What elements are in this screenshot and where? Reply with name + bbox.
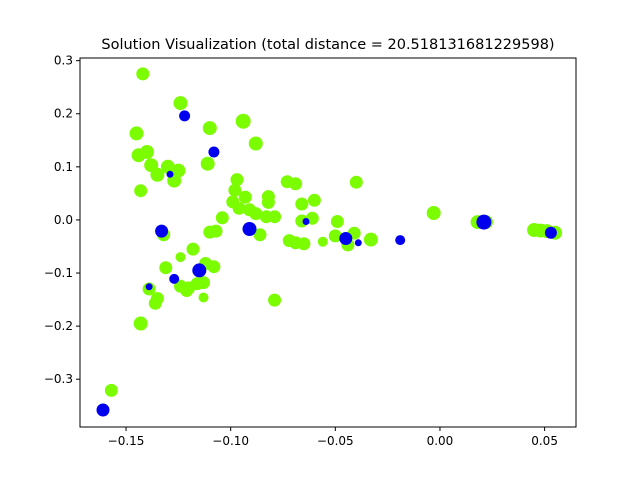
x-axis: −0.15 −0.10 −0.05 0.00 0.05 [108, 427, 558, 448]
green-point [230, 173, 244, 187]
green-point [235, 113, 251, 129]
green-point [129, 126, 144, 141]
blue-point [166, 170, 174, 178]
plot-frame [79, 57, 577, 428]
x-tick-label: 0.00 [427, 434, 454, 448]
green-point [307, 193, 321, 207]
blue-point [179, 110, 191, 122]
blue-point [354, 239, 362, 247]
blue-point [155, 224, 169, 238]
green-point [207, 260, 221, 274]
green-point [198, 292, 209, 303]
x-tick-label: −0.10 [212, 434, 249, 448]
green-point [133, 316, 148, 331]
green-point [289, 177, 303, 191]
blue-point [242, 222, 257, 236]
green-point [238, 190, 252, 204]
blue-point [395, 235, 406, 246]
data-points [96, 67, 563, 417]
blue-point [544, 226, 557, 239]
green-point [160, 159, 175, 174]
green-point [232, 201, 246, 215]
y-tick-label: 0.2 [54, 107, 73, 121]
x-tick-label: −0.05 [317, 434, 354, 448]
green-point [175, 252, 186, 263]
y-tick-label: −0.3 [44, 372, 73, 386]
green-point [228, 183, 242, 197]
blue-point [145, 283, 153, 291]
green-point [268, 210, 282, 224]
green-point [328, 229, 342, 243]
green-point [186, 242, 200, 256]
blue-point [208, 146, 220, 158]
green-point [268, 293, 282, 307]
x-tick-label: 0.05 [531, 434, 558, 448]
x-tick-label: −0.15 [108, 434, 145, 448]
green-point [363, 232, 378, 247]
green-point [150, 167, 165, 182]
chart-title: Solution Visualization (total distance =… [101, 37, 554, 53]
green-point [215, 211, 229, 225]
green-point [317, 236, 328, 247]
green-point [104, 383, 118, 397]
green-point [197, 276, 210, 290]
green-point [209, 224, 223, 238]
green-point [173, 96, 188, 111]
green-point [349, 175, 363, 189]
green-point [136, 67, 150, 81]
green-point [253, 228, 267, 242]
y-tick-label: −0.2 [44, 319, 73, 333]
y-axis: −0.3 −0.2 −0.1 0.0 0.1 0.2 0.3 [44, 54, 80, 386]
green-point [134, 184, 148, 198]
blue-point [169, 273, 180, 284]
blue-point [302, 218, 310, 225]
green-point [249, 207, 263, 221]
y-tick-label: 0.1 [54, 160, 73, 174]
green-point [330, 215, 344, 228]
green-point [297, 237, 311, 251]
y-tick-label: −0.1 [44, 266, 73, 280]
green-point [248, 136, 263, 151]
y-tick-label: 0.3 [54, 54, 73, 68]
blue-point [192, 263, 207, 278]
green-point [295, 197, 309, 211]
green-point [148, 296, 162, 310]
green-point [202, 121, 217, 136]
blue-point [96, 403, 110, 417]
y-tick-label: 0.0 [54, 213, 73, 227]
blue-point [339, 232, 353, 245]
blue-point [476, 214, 492, 230]
green-point [159, 261, 173, 275]
green-point [180, 284, 194, 297]
green-point [200, 156, 215, 171]
green-point [426, 206, 441, 220]
green-point [261, 195, 275, 209]
green-point [140, 145, 154, 159]
